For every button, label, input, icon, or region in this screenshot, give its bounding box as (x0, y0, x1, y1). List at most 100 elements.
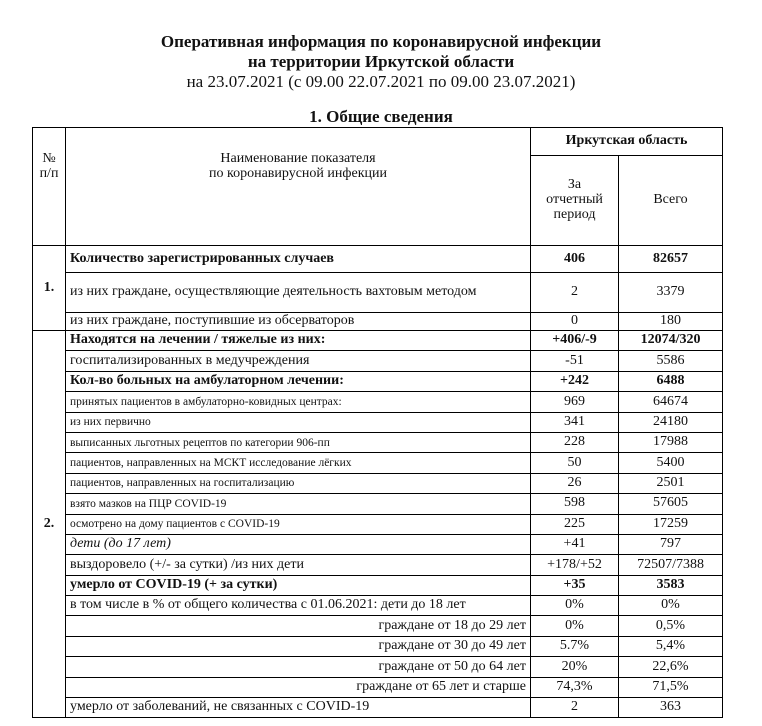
col-period: За отчетный период (530, 155, 619, 246)
data-row: 2. Находятся на лечении / тяжелые из них:… (32, 329, 724, 719)
indicator-name: госпитализированных в медучреждения (65, 350, 531, 372)
total-value: 0,5% (617, 615, 724, 637)
col-total: Всего (617, 155, 724, 246)
total-value: 71,5% (617, 676, 724, 699)
total-value: 17259 (617, 513, 724, 535)
indicator-name: дети (до 17 лет) (65, 533, 531, 556)
data-row: из них граждане, осуществляющие деятельн… (33, 272, 724, 313)
total-value: 5400 (617, 452, 724, 474)
indicator-name: пациентов, направленных на МСКТ исследов… (65, 452, 531, 474)
period-value: 228 (530, 431, 619, 454)
indicator-name: умерло от COVID-19 (+ за сутки) (65, 574, 531, 597)
period-value: 50 (530, 452, 619, 474)
indicator-name: Количество зарегистрированных случаев (65, 245, 531, 273)
total-value: 2501 (617, 472, 724, 495)
info-table: № п/п Наименование показателя по коронав… (32, 127, 724, 719)
header-row: № п/п Наименование показателя по коронав… (32, 127, 724, 246)
total-value: 3379 (617, 272, 724, 313)
header-row: За отчетный период Всего (33, 155, 724, 246)
indicator-name: Находятся на лечении / тяжелые из них: (65, 329, 531, 352)
indicator-name: пациентов, направленных на госпитализаци… (65, 472, 531, 495)
title-line: Оперативная информация по коронавирусной… (160, 32, 602, 51)
total-value: 82657 (617, 245, 724, 273)
period-value: +35 (530, 574, 619, 597)
data-row: 1. Количество зарегистрированных случаев 4… (32, 245, 724, 331)
period-value: 0 (530, 312, 619, 331)
total-value: 24180 (617, 411, 724, 433)
data-row: умерло от заболеваний, не связанных с CO… (33, 697, 724, 719)
data-row: дети (до 17 лет) +41 797 (33, 533, 724, 556)
total-value: 797 (617, 533, 724, 556)
data-row: выписанных льготных рецептов по категори… (33, 431, 724, 454)
data-row: в том числе в % от общего количества с 0… (33, 595, 724, 617)
indicator-name: выписанных льготных рецептов по категори… (65, 431, 531, 454)
indicator-name: принятых пациентов в амбулаторно-ковидны… (65, 391, 531, 413)
col-region: Иркутская область (529, 127, 724, 156)
col-name: Наименование показателя по коронавирусно… (65, 127, 531, 246)
total-value: 0% (617, 595, 724, 617)
indicator-name: из них граждане, поступившие из обсерват… (65, 312, 531, 331)
total-value: 57605 (617, 493, 724, 515)
data-row: умерло от COVID-19 (+ за сутки) +35 3583 (33, 574, 724, 597)
period-value: 5.7% (530, 635, 619, 658)
period-value: -51 (530, 350, 619, 372)
period-value: 225 (530, 513, 619, 535)
indicator-name: из них граждане, осуществляющие деятельн… (65, 272, 531, 313)
indicator-name: выздоровело (+/- за сутки) /из них дети (65, 554, 531, 576)
section-title: 1. Общие сведения (309, 107, 453, 126)
data-row: осмотрено на дому пациентов с COVID-19 22… (33, 513, 724, 535)
period-value: 0% (530, 595, 619, 617)
data-row: граждане от 65 лет и старше 74,3% 71,5% (33, 676, 724, 699)
data-row: из них первично 341 24180 (33, 411, 724, 433)
total-value: 3583 (617, 574, 724, 597)
period-value: +406/-9 (530, 329, 619, 352)
indicator-name: граждане от 30 до 49 лет (65, 635, 531, 658)
total-value: 6488 (617, 370, 724, 393)
indicator-name: из них первично (65, 411, 531, 433)
period-value: 341 (530, 411, 619, 433)
period-value: 406 (530, 245, 619, 273)
indicator-name: граждане от 65 лет и старше (65, 676, 531, 699)
data-row: Кол-во больных на амбулаторном лечении: +… (33, 370, 724, 393)
total-value: 5586 (617, 350, 724, 372)
total-value: 22,6% (617, 656, 724, 678)
period-value: 2 (530, 272, 619, 313)
total-value: 64674 (617, 391, 724, 413)
indicator-name: осмотрено на дому пациентов с COVID-19 (65, 513, 531, 535)
data-row: госпитализированных в медучреждения -51 55… (33, 350, 724, 372)
row-number: 1. (32, 245, 66, 331)
period-value: +178/+52 (530, 554, 619, 576)
title-line: на территории Иркутской области (247, 52, 515, 71)
period-value: +242 (530, 370, 619, 393)
total-value: 5,4% (617, 635, 724, 658)
data-row: взято мазков на ПЦР COVID-19 598 57605 (33, 493, 724, 515)
data-row: граждане от 30 до 49 лет 5.7% 5,4% (33, 635, 724, 658)
data-row: граждане от 18 до 29 лет 0% 0,5% (33, 615, 724, 637)
total-value: 12074/320 (617, 329, 724, 352)
total-value: 180 (617, 312, 724, 331)
data-row: выздоровело (+/- за сутки) /из них дети +… (33, 554, 724, 576)
data-row: принятых пациентов в амбулаторно-ковидны… (33, 391, 724, 413)
indicator-name: Кол-во больных на амбулаторном лечении: (65, 370, 531, 393)
period-value: 74,3% (530, 676, 619, 699)
period-value: 26 (530, 472, 619, 495)
data-row: граждане от 50 до 64 лет 20% 22,6% (33, 656, 724, 678)
indicator-name: в том числе в % от общего количества с 0… (65, 595, 531, 617)
indicator-name: умерло от заболеваний, не связанных с CO… (65, 697, 531, 719)
data-row: из них граждане, поступившие из обсерват… (33, 312, 724, 331)
data-row: пациентов, направленных на госпитализаци… (33, 472, 724, 495)
total-value: 363 (617, 697, 724, 719)
period-value: 20% (530, 656, 619, 678)
data-row: пациентов, направленных на МСКТ исследов… (33, 452, 724, 474)
period-value: +41 (530, 533, 619, 556)
indicator-name: взято мазков на ПЦР COVID-19 (65, 493, 531, 515)
total-value: 72507/7388 (617, 554, 724, 576)
period-value: 969 (530, 391, 619, 413)
subtitle: на 23.07.2021 (с 09.00 22.07.2021 по 09.… (186, 72, 576, 91)
col-num: № п/п (32, 127, 66, 246)
period-value: 598 (530, 493, 619, 515)
total-value: 17988 (617, 431, 724, 454)
period-value: 2 (530, 697, 619, 719)
indicator-name: граждане от 18 до 29 лет (65, 615, 531, 637)
